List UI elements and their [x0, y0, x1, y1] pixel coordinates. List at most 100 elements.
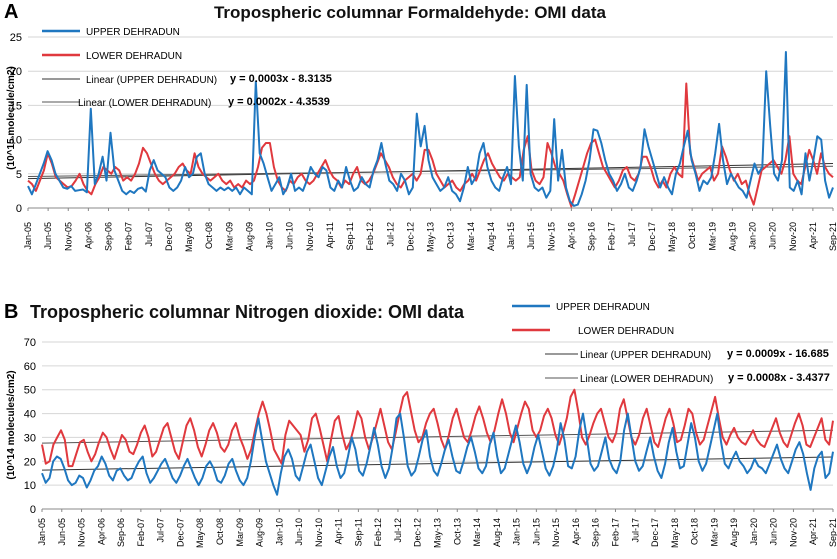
x-tick-label: Oct-08	[204, 222, 214, 249]
panel-a-y-axis-label: (10^15 molecule/cm2)	[6, 66, 17, 170]
x-tick-label: Jun-20	[769, 518, 779, 546]
x-tick-label: Oct-13	[452, 518, 462, 545]
x-tick-label: Mar-14	[466, 222, 476, 251]
x-tick-label: Jan-10	[265, 222, 275, 250]
x-tick-label: Aug-09	[244, 222, 254, 251]
legend-label-trend-upper: Linear (UPPER DEHRADUN)	[580, 350, 711, 361]
panel-b: B Tropospheric columnar Nitrogen dioxide…	[4, 301, 837, 548]
x-tick-label: Apr-16	[571, 518, 581, 545]
x-tick-label: Sep-06	[116, 518, 126, 547]
x-tick-label: Dec-07	[164, 222, 174, 251]
x-tick-label: Oct-08	[215, 518, 225, 545]
x-tick-label: Aug-09	[255, 518, 265, 547]
x-tick-label: Jan-20	[749, 518, 759, 546]
panel-a-x-ticks: Jan-05 Jun-05 Nov-05 Apr-06 Sep-06 Feb-07 Jul-…	[23, 208, 837, 252]
x-tick-label: Sep-21	[828, 222, 837, 251]
y-tick-label: 70	[24, 337, 36, 349]
x-tick-label: Apr-06	[96, 518, 106, 545]
x-tick-label: Jun-15	[526, 222, 536, 250]
x-tick-label: Feb-17	[607, 222, 617, 251]
series-line	[27, 82, 834, 208]
x-tick-label: Jun-10	[285, 222, 295, 250]
y-tick-label: 25	[10, 32, 22, 44]
x-tick-label: Oct-18	[690, 518, 700, 545]
x-tick-label: Apr-11	[334, 518, 344, 544]
x-tick-label: Jun-05	[57, 518, 67, 546]
x-tick-label: Apr-11	[325, 222, 335, 248]
x-tick-label: Feb-12	[365, 222, 375, 251]
x-tick-label: May-08	[184, 222, 194, 252]
x-tick-label: Jul-12	[393, 518, 403, 543]
x-tick-label: Apr-21	[808, 518, 818, 545]
x-tick-label: Jul-07	[156, 518, 166, 543]
series-line	[41, 388, 834, 468]
x-tick-label: Feb-12	[373, 518, 383, 547]
x-tick-label: Feb-07	[124, 222, 134, 251]
y-tick-label: 5	[16, 169, 22, 181]
x-tick-label: Mar-09	[224, 222, 234, 251]
y-tick-label: 10	[24, 480, 36, 492]
x-tick-label: May-08	[195, 518, 205, 548]
x-tick-label: Jul-17	[630, 518, 640, 543]
x-tick-label: Mar-19	[707, 222, 717, 251]
x-tick-label: Aug-14	[486, 222, 496, 251]
legend-label-lower: LOWER DEHRADUN	[578, 326, 674, 337]
x-tick-label: May-13	[433, 518, 443, 548]
x-tick-label: Apr-21	[808, 222, 818, 249]
x-tick-label: May-18	[667, 222, 677, 252]
x-tick-label: Sep-16	[587, 222, 597, 251]
y-tick-label: 0	[30, 504, 36, 516]
panel-a-y-ticks: 0 5 10 15 20 25	[10, 32, 22, 215]
y-tick-label: 40	[24, 409, 36, 421]
panel-b-legend: UPPER DEHRADUN LOWER DEHRADUN Linear (UP…	[512, 302, 830, 385]
x-tick-label: Apr-16	[566, 222, 576, 249]
x-tick-label: Feb-17	[610, 518, 620, 547]
x-tick-label: Nov-05	[63, 222, 73, 251]
x-tick-label: Dec-12	[405, 222, 415, 251]
series-line	[27, 51, 834, 207]
x-tick-label: Apr-06	[83, 222, 93, 249]
legend-label-upper: UPPER DEHRADUN	[86, 27, 180, 38]
x-tick-label: Nov-10	[314, 518, 324, 547]
panel-b-title: Tropospheric columnar Nitrogen dioxide: …	[30, 302, 465, 322]
legend-label-lower: LOWER DEHRADUN	[86, 51, 182, 62]
y-tick-label: 60	[24, 361, 36, 373]
panel-b-y-ticks: 0 10 20 30 40 50 60 70	[24, 337, 36, 516]
x-tick-label: Sep-16	[591, 518, 601, 547]
legend-label-trend-upper: Linear (UPPER DEHRADUN)	[86, 75, 217, 86]
trend-equation-upper: y = 0.0009x - 16.685	[727, 348, 829, 360]
x-tick-label: Dec-12	[413, 518, 423, 547]
x-tick-label: Aug-19	[729, 518, 739, 547]
x-tick-label: Jan-15	[506, 222, 516, 250]
panel-a-gridlines	[28, 36, 833, 209]
panel-a-label: A	[4, 1, 18, 23]
x-tick-label: Oct-18	[687, 222, 697, 249]
panel-b-gridlines	[42, 341, 833, 510]
y-tick-label: 30	[24, 432, 36, 444]
y-tick-label: 20	[10, 66, 22, 78]
x-tick-label: Jun-05	[43, 222, 53, 250]
x-tick-label: Dec-07	[175, 518, 185, 547]
panel-b-series	[41, 388, 834, 496]
x-tick-label: Jan-05	[23, 222, 33, 250]
legend-label-trend-lower: Linear (LOWER DEHRADUN)	[580, 374, 713, 385]
x-tick-label: Sep-21	[828, 518, 837, 547]
panel-b-label: B	[4, 301, 18, 323]
x-tick-label: Jul-12	[385, 222, 395, 247]
legend-label-trend-lower: Linear (LOWER DEHRADUN)	[78, 98, 211, 109]
x-tick-label: Mar-19	[709, 518, 719, 547]
x-tick-label: Jan-05	[37, 518, 47, 546]
x-tick-label: Dec-17	[650, 518, 660, 547]
x-tick-label: Jan-15	[512, 518, 522, 546]
x-tick-label: Feb-07	[136, 518, 146, 547]
y-tick-label: 15	[10, 100, 22, 112]
x-tick-label: Nov-10	[305, 222, 315, 251]
x-tick-label: Jun-15	[531, 518, 541, 546]
y-tick-label: 50	[24, 385, 36, 397]
y-tick-label: 0	[16, 203, 22, 215]
trend-equation-lower: y = 0.0008x - 3.4377	[728, 372, 830, 384]
x-tick-label: Jun-20	[768, 222, 778, 250]
trend-equation-lower: y = 0.0002x - 4.3539	[228, 96, 330, 108]
x-tick-label: Jun-10	[294, 518, 304, 546]
panel-a-title: Tropospheric columnar Formaldehyde: OMI …	[214, 3, 607, 22]
